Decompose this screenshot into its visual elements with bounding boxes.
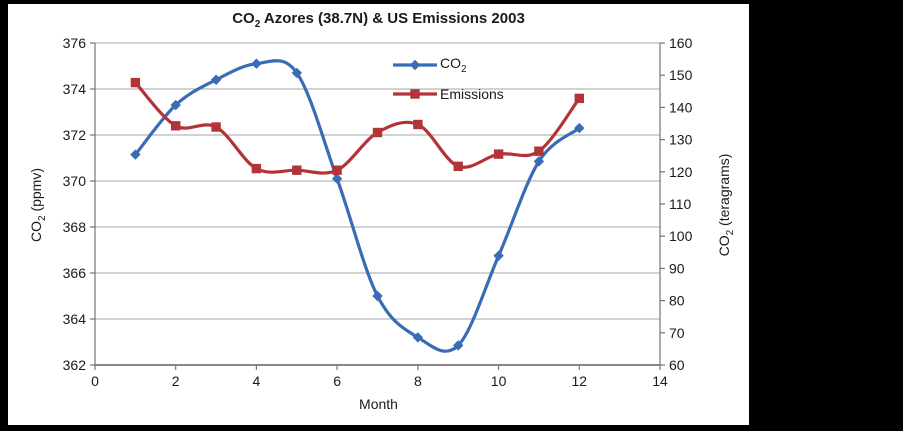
right-axis-tick-label: 150	[669, 67, 693, 83]
co2-data-marker	[251, 58, 262, 69]
legend-co2-subscript: 2	[461, 63, 467, 75]
chart-title-text: CO	[232, 10, 255, 27]
co2-data-marker	[291, 67, 302, 79]
right-axis-tick-label: 60	[669, 357, 685, 373]
left-axis-tick-label: 376	[63, 35, 87, 51]
co2-data-marker	[533, 156, 545, 167]
co2-series-line	[133, 59, 581, 353]
right-axis-tick-label: 100	[669, 228, 693, 244]
x-axis-tick-label: 4	[253, 373, 261, 389]
co2-series-key-icon	[393, 59, 437, 70]
right-axis-tick-label: 110	[669, 196, 692, 212]
left-axis-tick-label: 372	[63, 127, 87, 143]
chart-panel: CO2 Azores (38.7N) & US Emissions 2003 C…	[8, 4, 749, 425]
x-axis-tick-label: 0	[91, 373, 99, 389]
plot-area: 3623643663683703723743766070809010011012…	[63, 35, 693, 389]
emissions-series-line	[133, 81, 581, 175]
emissions-series-key-icon	[393, 88, 437, 99]
right-axis-tick-label: 80	[669, 293, 685, 309]
emissions-data-marker	[211, 122, 221, 132]
right-axis-tick-label: 70	[669, 325, 685, 341]
chart-title-subscript: 2	[254, 19, 261, 30]
x-axis-tick-label: 2	[172, 373, 180, 389]
co2-data-marker	[493, 250, 504, 261]
right-axis-tick-label: 160	[669, 35, 693, 51]
left-axis-tick-label: 362	[63, 357, 87, 373]
legend-item-emissions: Emissions	[393, 79, 504, 108]
co2-data-marker	[574, 122, 585, 134]
co2-data-marker	[331, 173, 343, 184]
chart-title: CO2 Azores (38.7N) & US Emissions 2003	[8, 10, 749, 30]
legend-co2-text: CO	[440, 54, 461, 71]
left-axis-tick-label: 368	[63, 219, 87, 235]
co2-data-marker	[412, 332, 424, 343]
left-axis-tick-label: 370	[63, 173, 87, 189]
co2-data-marker	[453, 340, 464, 351]
co2-data-marker	[372, 290, 383, 302]
left-axis-tick-label: 364	[63, 311, 87, 327]
emissions-data-marker	[332, 165, 342, 175]
emissions-data-marker	[251, 163, 262, 174]
emissions-data-marker	[574, 93, 584, 104]
left-axis-tick-label: 366	[63, 265, 87, 281]
right-axis-tick-label: 140	[669, 99, 693, 115]
legend: CO2 Emissions	[393, 50, 504, 108]
emissions-data-marker	[372, 127, 383, 138]
legend-label-co2: CO2	[440, 55, 467, 75]
right-axis-tick-label: 120	[669, 164, 693, 180]
right-axis-tick-label: 90	[669, 260, 685, 276]
emissions-data-marker	[130, 77, 141, 88]
co2-data-marker	[130, 149, 141, 160]
emissions-data-marker	[413, 119, 423, 130]
right-axis-tick-label: 130	[669, 132, 693, 148]
chart-title-text-rest: Azores (38.7N) & US Emissions 2003	[260, 10, 525, 27]
legend-label-emissions: Emissions	[440, 85, 504, 102]
co2-key-marker	[409, 59, 421, 70]
x-axis-tick-label: 6	[333, 373, 341, 389]
x-axis-tick-label: 12	[572, 373, 588, 389]
left-axis-tick-label: 374	[63, 81, 87, 97]
emissions-data-marker	[292, 165, 302, 175]
co2-data-marker	[210, 74, 222, 85]
emissions-data-marker	[453, 161, 463, 171]
x-axis-tick-label: 8	[414, 373, 422, 389]
co2-data-marker	[170, 99, 181, 111]
x-axis-tick-label: 10	[491, 373, 507, 389]
x-axis-title: Month	[359, 396, 398, 412]
emissions-data-marker	[493, 149, 504, 159]
emissions-data-marker	[171, 121, 181, 131]
legend-item-co2: CO2	[393, 50, 504, 79]
emissions-key-marker	[410, 88, 420, 99]
x-axis-tick-label: 14	[652, 373, 668, 389]
emissions-data-marker	[534, 146, 544, 156]
